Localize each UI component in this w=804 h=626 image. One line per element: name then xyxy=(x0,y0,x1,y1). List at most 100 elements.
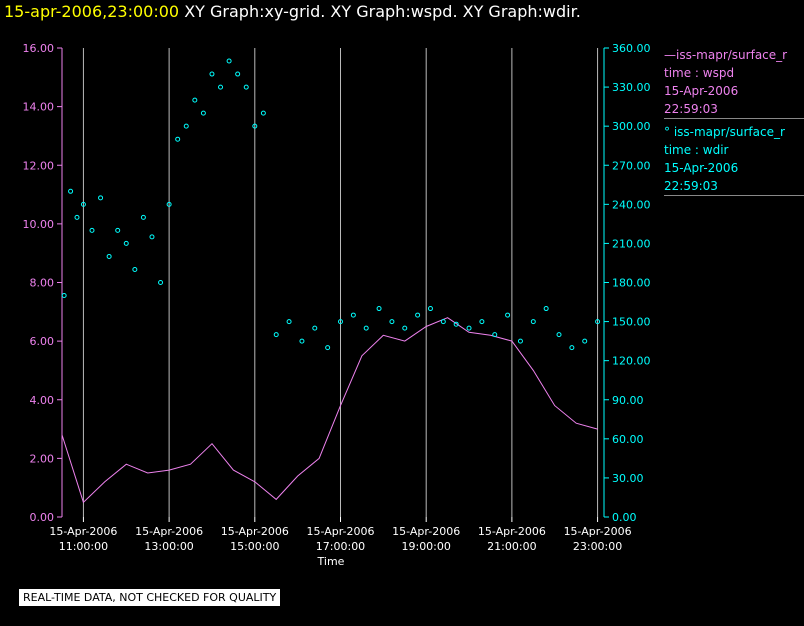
legend-entry-wspd: —iss-mapr/surface_r time : wspd 15-Apr-2… xyxy=(664,46,804,119)
left-tick-label: 2.00 xyxy=(30,452,55,465)
right-tick-label: 0.00 xyxy=(612,511,637,524)
wdir-point xyxy=(80,201,86,207)
wdir-point xyxy=(389,319,395,325)
right-tick-label: 300.00 xyxy=(612,120,651,133)
wdir-point xyxy=(166,201,172,207)
wdir-point xyxy=(402,325,408,331)
right-tick-label: 120.00 xyxy=(612,355,651,368)
wdir-point xyxy=(543,306,549,312)
wdir-point xyxy=(183,123,189,129)
wspd-series-line xyxy=(61,317,598,504)
legend-wspd-name: —iss-mapr/surface_r xyxy=(664,48,788,62)
x-axis-label: Time xyxy=(317,555,345,568)
left-tick-label: 12.00 xyxy=(23,159,55,172)
left-tick-label: 0.00 xyxy=(30,511,55,524)
wdir-point xyxy=(440,319,446,325)
wdir-point xyxy=(582,338,588,344)
right-tick-label: 60.00 xyxy=(612,433,644,446)
wdir-point xyxy=(312,325,318,331)
wdir-point xyxy=(89,227,95,233)
wdir-point xyxy=(286,319,292,325)
wdir-point xyxy=(466,325,472,331)
wdir-point xyxy=(226,58,232,64)
legend-wspd-time: 22:59:03 xyxy=(664,102,718,116)
wdir-point xyxy=(479,319,485,325)
x-tick-time: 21:00:00 xyxy=(487,540,536,553)
x-tick-time: 17:00:00 xyxy=(316,540,365,553)
wdir-point xyxy=(218,84,224,90)
wdir-point xyxy=(273,332,279,338)
wdir-point xyxy=(74,214,80,220)
right-tick-label: 30.00 xyxy=(612,472,644,485)
wdir-point xyxy=(337,319,343,325)
wdir-point xyxy=(595,319,601,325)
wdir-point xyxy=(556,332,562,338)
x-tick-date: 15-Apr-2006 xyxy=(221,525,289,538)
title-graphs: XY Graph:xy-grid. XY Graph:wspd. XY Grap… xyxy=(184,2,581,21)
x-tick-date: 15-Apr-2006 xyxy=(306,525,374,538)
left-tick-label: 8.00 xyxy=(30,277,55,290)
title-timestamp: 15-apr-2006,23:00:00 xyxy=(4,2,180,21)
left-tick-label: 4.00 xyxy=(30,394,55,407)
wdir-point xyxy=(492,332,498,338)
x-tick-time: 15:00:00 xyxy=(230,540,279,553)
legend-wspd-var: time : wspd xyxy=(664,66,735,80)
wdir-point xyxy=(243,84,249,90)
left-tick-label: 14.00 xyxy=(23,101,55,114)
wdir-point xyxy=(260,110,266,116)
right-tick-label: 330.00 xyxy=(612,81,651,94)
right-tick-label: 360.00 xyxy=(612,42,651,55)
legend: —iss-mapr/surface_r time : wspd 15-Apr-2… xyxy=(664,46,804,200)
wdir-point xyxy=(115,227,121,233)
x-tick-date: 15-Apr-2006 xyxy=(478,525,546,538)
right-tick-label: 210.00 xyxy=(612,237,651,250)
wdir-point xyxy=(363,325,369,331)
x-tick-time: 11:00:00 xyxy=(59,540,108,553)
x-tick-date: 15-Apr-2006 xyxy=(392,525,460,538)
right-tick-label: 90.00 xyxy=(612,394,644,407)
wdir-point xyxy=(209,71,215,77)
x-tick-time: 23:00:00 xyxy=(573,540,622,553)
right-tick-label: 240.00 xyxy=(612,198,651,211)
wdir-point xyxy=(325,345,331,351)
wdir-point xyxy=(376,306,382,312)
left-axis-ticks: 0.00 2.00 4.00 6.00 8.00 10.00 12.00 14.00 16.00 xyxy=(23,42,62,524)
x-tick-time: 19:00:00 xyxy=(401,540,450,553)
wdir-point xyxy=(175,136,181,142)
x-axis-ticks: 15-Apr-2006 11:00:00 15-Apr-2006 13:00:00 15… xyxy=(49,517,632,553)
wdir-point xyxy=(192,97,198,103)
x-tick-date: 15-Apr-2006 xyxy=(135,525,203,538)
legend-entry-wdir: ° iss-mapr/surface_r time : wdir 15-Apr-… xyxy=(664,123,804,196)
wdir-point xyxy=(123,240,129,246)
legend-wdir-name: ° iss-mapr/surface_r xyxy=(664,125,785,139)
legend-wspd-date: 15-Apr-2006 xyxy=(664,84,739,98)
wdir-point xyxy=(505,312,511,318)
wdir-point xyxy=(149,234,155,240)
wdir-point xyxy=(350,312,356,318)
x-tick-date: 15-Apr-2006 xyxy=(49,525,117,538)
chart-title: 15-apr-2006,23:00:00 XY Graph:xy-grid. X… xyxy=(4,2,581,21)
wdir-point xyxy=(530,319,536,325)
wdir-point xyxy=(61,293,67,299)
legend-wdir-date: 15-Apr-2006 xyxy=(664,161,739,175)
right-tick-label: 270.00 xyxy=(612,159,651,172)
wdir-point xyxy=(427,306,433,312)
left-tick-label: 6.00 xyxy=(30,335,55,348)
x-tick-date: 15-Apr-2006 xyxy=(564,525,632,538)
wdir-point xyxy=(200,110,206,116)
wdir-point xyxy=(132,266,138,272)
wdir-point xyxy=(68,188,74,194)
legend-wdir-var: time : wdir xyxy=(664,143,729,157)
wdir-series-points xyxy=(61,58,601,351)
wdir-point xyxy=(517,338,523,344)
legend-wdir-time: 22:59:03 xyxy=(664,179,718,193)
wdir-point xyxy=(415,312,421,318)
right-tick-label: 180.00 xyxy=(612,277,651,290)
wdir-point xyxy=(299,338,305,344)
wdir-point xyxy=(235,71,241,77)
left-tick-label: 16.00 xyxy=(23,42,55,55)
grid-lines xyxy=(82,48,599,517)
x-tick-time: 13:00:00 xyxy=(144,540,193,553)
wdir-point xyxy=(98,195,104,201)
